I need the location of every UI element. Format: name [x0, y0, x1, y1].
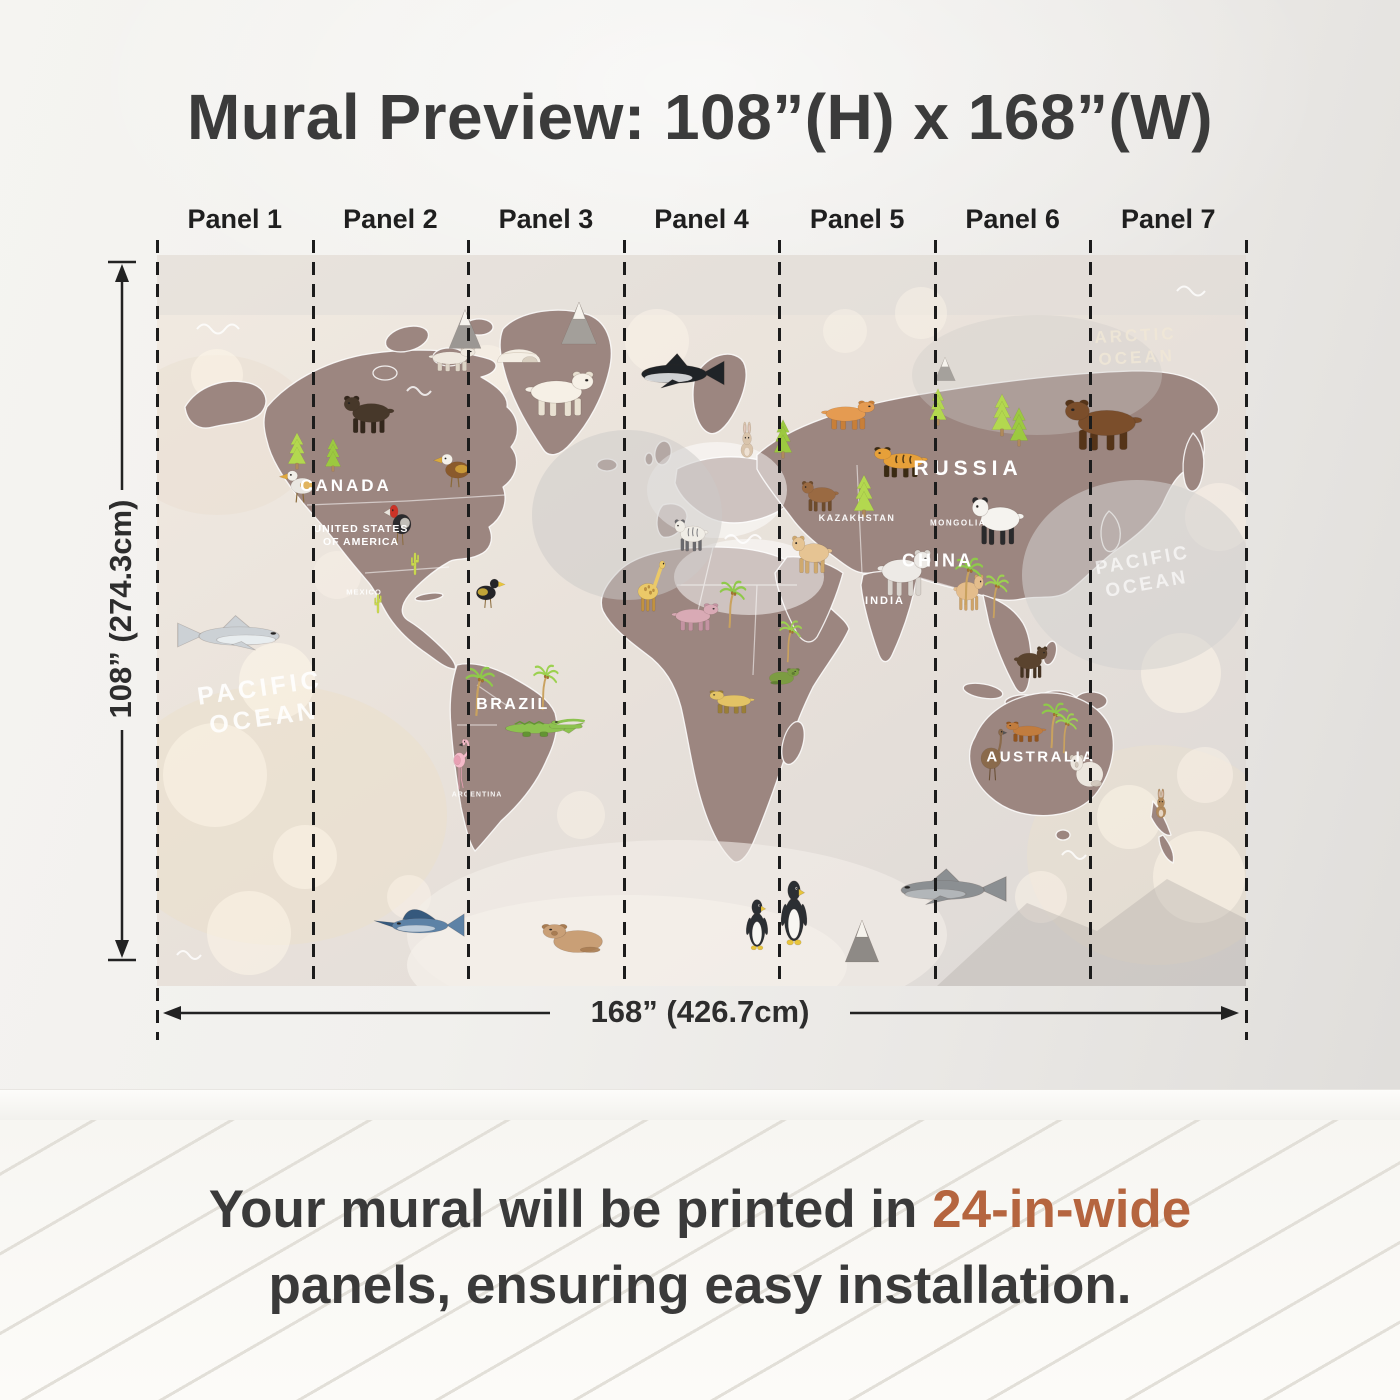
cactus-icon — [370, 587, 386, 615]
pine-tree-icon — [924, 387, 952, 427]
height-dimension-label: 108” (274.3cm) — [103, 499, 138, 719]
turtle-icon — [764, 662, 802, 688]
panel-divider-line — [777, 240, 781, 988]
label-brazil: BRAZIL — [476, 696, 550, 713]
palm-tree-icon — [772, 618, 806, 664]
penguin-icon — [737, 895, 777, 953]
panel-divider-line — [1088, 240, 1092, 988]
label-mongolia: MONGOLIA — [930, 518, 986, 528]
pine-tree-icon — [768, 418, 798, 460]
panel-label-6: Panel 6 — [965, 204, 1060, 234]
pine-tree-icon — [985, 392, 1019, 438]
iceberg-icon — [841, 916, 883, 966]
cheetah-icon — [706, 685, 760, 717]
label-usa: UNITED STATES OF AMERICA — [313, 523, 409, 548]
platypus-icon — [1003, 717, 1051, 745]
width-dimension-label: 168” (426.7cm) — [590, 994, 810, 1029]
panel-label-4: Panel 4 — [654, 204, 749, 234]
crocodile-icon — [492, 704, 588, 746]
label-argentina: ARGENTINA — [451, 791, 503, 799]
panel-labels-row: Panel 1 Panel 2 Panel 3 Panel 4 Panel 5 … — [157, 204, 1246, 235]
mountain-icon — [445, 306, 485, 352]
panel-label-7: Panel 7 — [1120, 204, 1216, 234]
flamingo-icon — [444, 737, 476, 795]
page-title: Mural Preview: 108”(H) x 168”(W) — [186, 81, 1214, 153]
caption-highlight: 24-in-wide — [932, 1180, 1192, 1239]
monkey-icon — [799, 474, 843, 516]
palm-tree-icon — [525, 662, 563, 712]
panel-label-3: Panel 3 — [498, 204, 594, 234]
fox-icon — [815, 394, 879, 434]
palm-tree-icon — [977, 572, 1013, 620]
toucan-icon — [468, 571, 508, 613]
panel-divider-line — [311, 240, 315, 988]
width-dimension-arrow — [163, 1006, 1239, 1020]
panel-divider-line — [622, 240, 626, 988]
label-russia: RUSSIA — [913, 457, 1023, 480]
pine-tree-icon — [282, 431, 312, 471]
panel-label-2: Panel 2 — [343, 204, 438, 234]
label-arctic-ocean: ARCTIC OCEAN — [1093, 323, 1178, 369]
sun-bear-icon — [1010, 639, 1050, 683]
black-bear-icon — [340, 387, 400, 439]
palm-tree-icon — [711, 578, 751, 630]
baseboard — [0, 1090, 1400, 1122]
wood-floor — [0, 1120, 1400, 1400]
panel-divider-line — [155, 240, 159, 1040]
hill-ridge — [937, 879, 1246, 986]
palm-tree-icon — [1048, 711, 1082, 755]
panel-divider-line — [1244, 240, 1248, 1040]
orca-icon — [632, 346, 728, 400]
rabbit-icon — [731, 421, 763, 465]
woodpecker-icon — [381, 494, 419, 552]
panel-label-1: Panel 1 — [187, 204, 283, 234]
caption-prefix: Your mural will be printed in — [208, 1180, 933, 1239]
walrus-icon — [537, 913, 613, 959]
label-china: CHINA — [902, 550, 974, 571]
label-india: INDIA — [865, 595, 905, 607]
pine-tree-icon — [1004, 406, 1034, 448]
shark-icon — [173, 608, 291, 662]
hippo-icon — [666, 597, 722, 635]
caption-text: Your mural will be printed in 24-in-wide… — [0, 1172, 1400, 1324]
height-dimension-arrow — [108, 260, 136, 962]
kangaroo-icon — [1148, 788, 1174, 824]
igloo-icon — [492, 332, 546, 368]
panda-icon — [968, 486, 1030, 552]
eagle-icon — [430, 445, 480, 493]
giraffe-icon — [627, 559, 669, 617]
label-canada: CANADA — [300, 476, 392, 495]
mural-artwork: CANADA UNITED STATES OF AMERICA MEXICO B… — [157, 255, 1246, 986]
polar-bear-icon — [517, 361, 599, 423]
pine-tree-icon — [847, 473, 881, 519]
pine-tree-icon — [320, 437, 346, 473]
camel-icon — [789, 527, 837, 579]
tiger-icon — [870, 440, 934, 482]
panel-label-5: Panel 5 — [809, 204, 905, 234]
elephant-icon — [871, 539, 935, 603]
emu-icon — [970, 727, 1014, 785]
yak-icon — [1059, 388, 1151, 458]
fog-overlays — [407, 315, 1246, 986]
label-mexico: MEXICO — [346, 587, 382, 597]
panel-divider-line — [466, 240, 470, 988]
palm-tree-icon — [946, 555, 988, 607]
caption-line2: panels, ensuring easy installation. — [268, 1256, 1132, 1315]
label-australia: AUSTRALIA — [986, 748, 1096, 766]
zebra-icon — [672, 512, 712, 556]
mountain-icon — [932, 355, 958, 383]
panel-divider-line — [933, 240, 937, 988]
cactus-icon — [406, 545, 424, 577]
whale-icon — [889, 861, 1011, 917]
pelican-icon — [276, 462, 324, 508]
penguin-icon — [770, 875, 818, 949]
mountain-icon — [557, 298, 601, 348]
label-kazakhstan: KAZAKHSTAN — [818, 513, 896, 523]
marlin-icon — [372, 896, 468, 952]
wave-marks — [176, 285, 1206, 960]
